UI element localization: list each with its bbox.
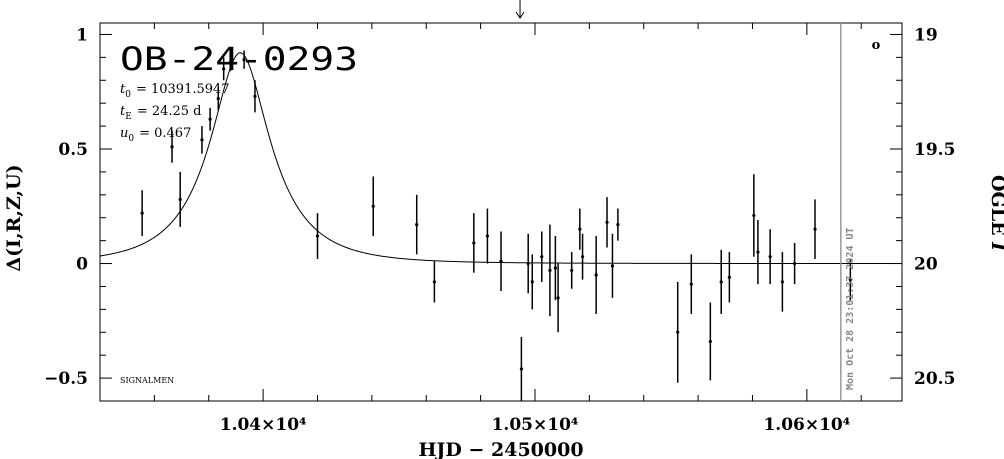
data-point bbox=[616, 223, 620, 227]
y-tick-label-right: 19.5 bbox=[914, 140, 955, 160]
data-point bbox=[499, 259, 503, 263]
data-point bbox=[315, 234, 320, 238]
axes-frame: 1.04×10⁴ 1.05×10⁴ 1.06×10⁴ 1 0.5 0 −0.5 19 19.5 2… bbox=[44, 0, 955, 435]
y-tick-label-left: 0 bbox=[76, 255, 88, 275]
y-axis-label-left: Δ(I,R,Z,U) bbox=[3, 164, 25, 271]
signature-label: SIGNALMEN bbox=[120, 376, 174, 385]
data-point bbox=[752, 213, 756, 218]
data-point bbox=[415, 223, 419, 227]
data-point bbox=[170, 145, 174, 149]
data-point bbox=[768, 255, 772, 259]
y-tick-label-right: 19 bbox=[914, 25, 938, 45]
y-tick-label-left: −0.5 bbox=[44, 369, 88, 389]
parameter-u0: u0 = 0.467 bbox=[120, 126, 191, 144]
date-marker-layer: Mon Oct 28 23:01:37 2024 UT bbox=[840, 23, 856, 401]
data-point bbox=[570, 268, 574, 273]
data-point bbox=[548, 268, 552, 273]
right-marker: o bbox=[872, 38, 881, 53]
data-point bbox=[140, 211, 144, 215]
data-point bbox=[676, 330, 680, 334]
data-point bbox=[610, 264, 615, 268]
data-point bbox=[178, 197, 182, 201]
data-point bbox=[727, 275, 731, 279]
plot-frame bbox=[99, 22, 903, 402]
x-tick-label: 1.05×10⁴ bbox=[492, 415, 579, 435]
data-point bbox=[580, 255, 585, 259]
svg-text:u0= 0.467: u0 = 0.467 bbox=[120, 126, 191, 144]
data-point bbox=[540, 255, 544, 259]
data-point bbox=[485, 234, 490, 238]
data-point bbox=[719, 280, 723, 284]
chart-title: OB-24-0293 bbox=[120, 40, 358, 78]
data-point bbox=[813, 227, 817, 231]
data-point bbox=[530, 280, 534, 284]
parameter-tE: tE = 24.25 d bbox=[120, 104, 202, 122]
data-point bbox=[780, 280, 784, 284]
data-point bbox=[432, 280, 436, 284]
data-point bbox=[594, 273, 598, 277]
data-point bbox=[472, 241, 476, 245]
data-point bbox=[578, 227, 582, 231]
data-point bbox=[556, 296, 560, 300]
data-point bbox=[689, 282, 693, 286]
y-axis-label-right: OGLE I bbox=[987, 175, 1004, 252]
svg-text:t0= 10391.5947: t0 = 10391.5947 bbox=[120, 82, 230, 100]
parameter-t0: t0 = 10391.5947 bbox=[120, 82, 230, 100]
x-axis-label: HJD − 2450000 bbox=[418, 439, 583, 459]
data-point bbox=[222, 67, 226, 71]
data-point bbox=[708, 339, 712, 344]
data-point bbox=[756, 250, 760, 254]
event-arrow-head bbox=[515, 11, 525, 19]
x-tick-label: 1.06×10⁴ bbox=[763, 415, 850, 435]
data-point bbox=[200, 138, 204, 142]
data-point bbox=[253, 94, 257, 98]
data-point bbox=[793, 261, 797, 266]
data-point bbox=[553, 266, 557, 270]
data-points-layer bbox=[140, 50, 852, 401]
data-point bbox=[519, 367, 523, 371]
data-point bbox=[526, 261, 530, 266]
svg-text:tE= 24.25 d: tE = 24.25 d bbox=[120, 104, 202, 122]
y-tick-label-left: 0.5 bbox=[58, 140, 88, 160]
data-point bbox=[228, 60, 233, 64]
data-point bbox=[371, 204, 375, 208]
y-tick-label-right: 20.5 bbox=[914, 369, 955, 389]
data-point bbox=[208, 117, 212, 121]
timestamp-label: Mon Oct 28 23:01:37 2024 UT bbox=[845, 227, 856, 390]
y-tick-label-left: 1 bbox=[76, 25, 88, 45]
x-tick-label: 1.04×10⁴ bbox=[220, 415, 307, 435]
data-point bbox=[848, 277, 852, 282]
data-point bbox=[242, 58, 246, 62]
data-point bbox=[605, 220, 609, 224]
data-point bbox=[216, 97, 220, 101]
y-tick-label-right: 20 bbox=[914, 255, 938, 275]
